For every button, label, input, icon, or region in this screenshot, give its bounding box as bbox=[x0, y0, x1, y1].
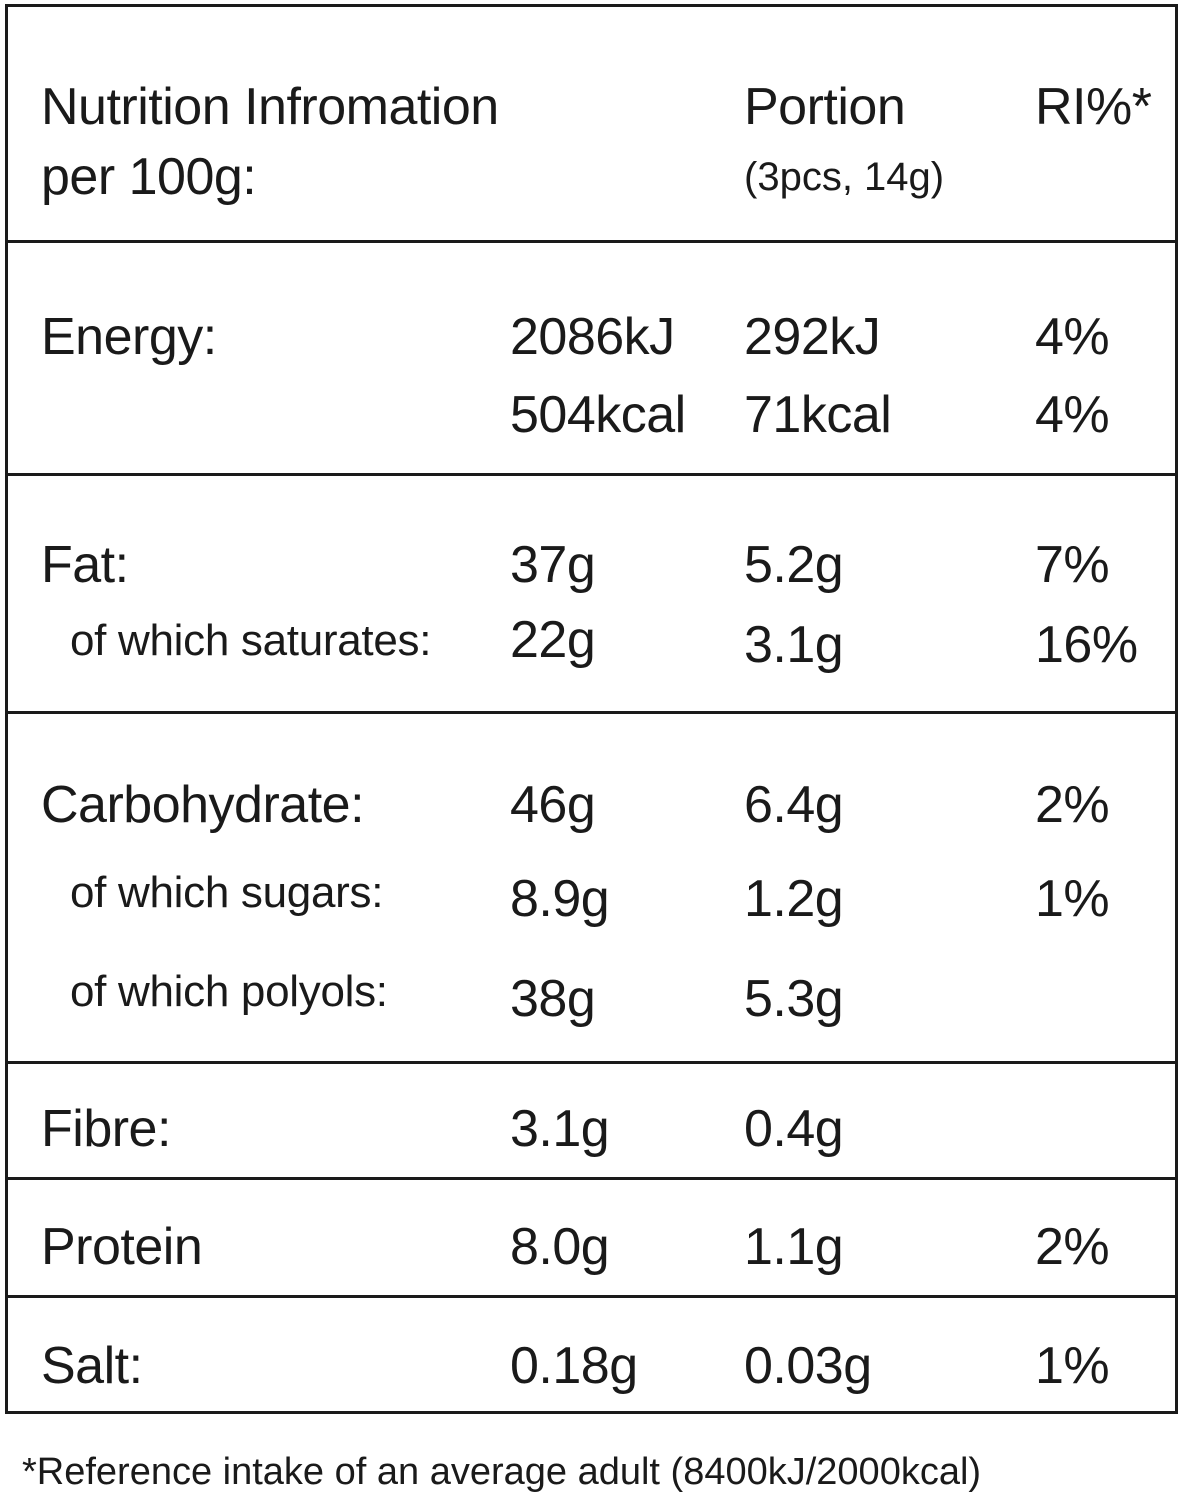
carbohydrate-portion: 6.4g bbox=[744, 776, 844, 834]
saturates-portion: 3.1g bbox=[744, 616, 844, 674]
energy-ri-kcal: 4% bbox=[1035, 386, 1110, 444]
fat-per100: 37g bbox=[510, 536, 596, 594]
row-divider bbox=[8, 473, 1175, 476]
fat-label: Fat: bbox=[41, 536, 129, 594]
row-divider bbox=[8, 1177, 1175, 1180]
sugars-ri: 1% bbox=[1035, 870, 1110, 928]
protein-portion: 1.1g bbox=[744, 1218, 844, 1276]
energy-per100-kj: 2086kJ bbox=[510, 308, 675, 366]
energy-per100-kcal: 504kcal bbox=[510, 386, 686, 444]
protein-ri: 2% bbox=[1035, 1218, 1110, 1276]
polyols-portion: 5.3g bbox=[744, 970, 844, 1028]
row-divider bbox=[8, 240, 1175, 243]
sugars-per100: 8.9g bbox=[510, 870, 610, 928]
fat-ri: 7% bbox=[1035, 536, 1110, 594]
fibre-per100: 3.1g bbox=[510, 1100, 610, 1158]
portion-header: Portion bbox=[744, 78, 906, 136]
protein-label: Protein bbox=[41, 1218, 203, 1276]
portion-detail: (3pcs, 14g) bbox=[744, 155, 945, 199]
fat-portion: 5.2g bbox=[744, 536, 844, 594]
fibre-portion: 0.4g bbox=[744, 1100, 844, 1158]
sugars-portion: 1.2g bbox=[744, 870, 844, 928]
sugars-label: of which sugars: bbox=[70, 868, 384, 917]
saturates-per100: 22g bbox=[510, 611, 596, 669]
energy-portion-kj: 292kJ bbox=[744, 308, 881, 366]
nutrition-table: Nutrition Infromation per 100g: Portion … bbox=[5, 4, 1178, 1414]
carbohydrate-label: Carbohydrate: bbox=[41, 776, 365, 834]
footnote: *Reference intake of an average adult (8… bbox=[22, 1451, 982, 1493]
table-title-line1: Nutrition Infromation bbox=[41, 78, 499, 136]
row-divider bbox=[8, 1061, 1175, 1064]
polyols-per100: 38g bbox=[510, 970, 596, 1028]
energy-portion-kcal: 71kcal bbox=[744, 386, 892, 444]
energy-label: Energy: bbox=[41, 308, 217, 366]
salt-portion: 0.03g bbox=[744, 1337, 872, 1395]
saturates-ri: 16% bbox=[1035, 616, 1138, 674]
table-title-line2: per 100g: bbox=[41, 148, 257, 206]
row-divider bbox=[8, 711, 1175, 714]
protein-per100: 8.0g bbox=[510, 1218, 610, 1276]
carbohydrate-per100: 46g bbox=[510, 776, 596, 834]
fibre-label: Fibre: bbox=[41, 1100, 171, 1158]
energy-ri-kj: 4% bbox=[1035, 308, 1110, 366]
ri-header: RI%* bbox=[1035, 78, 1152, 136]
row-divider bbox=[8, 1295, 1175, 1298]
salt-per100: 0.18g bbox=[510, 1337, 638, 1395]
salt-label: Salt: bbox=[41, 1337, 143, 1395]
polyols-label: of which polyols: bbox=[70, 967, 388, 1016]
carbohydrate-ri: 2% bbox=[1035, 776, 1110, 834]
saturates-label: of which saturates: bbox=[70, 616, 432, 665]
salt-ri: 1% bbox=[1035, 1337, 1110, 1395]
